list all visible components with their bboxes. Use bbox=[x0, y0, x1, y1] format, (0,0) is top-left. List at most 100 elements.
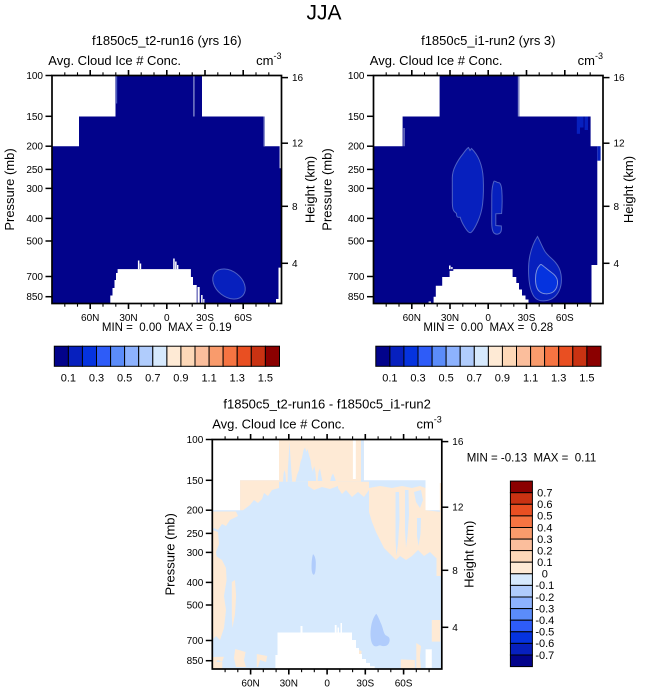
svg-text:8: 8 bbox=[452, 566, 458, 577]
svg-text:0.6: 0.6 bbox=[537, 499, 552, 511]
svg-text:f1850c5_t2-run16 - f1850c5_i1-: f1850c5_t2-run16 - f1850c5_i1-run2 bbox=[223, 396, 430, 411]
svg-text:500: 500 bbox=[348, 237, 365, 248]
svg-text:-0.7: -0.7 bbox=[535, 650, 554, 662]
svg-text:0.7: 0.7 bbox=[145, 373, 160, 385]
svg-text:16: 16 bbox=[292, 73, 304, 84]
svg-text:500: 500 bbox=[187, 601, 204, 612]
svg-text:300: 300 bbox=[187, 548, 204, 559]
svg-text:0.7: 0.7 bbox=[537, 488, 552, 500]
svg-text:1.3: 1.3 bbox=[551, 373, 566, 385]
svg-text:4: 4 bbox=[452, 623, 458, 634]
svg-text:16: 16 bbox=[614, 73, 626, 84]
svg-text:200: 200 bbox=[26, 142, 43, 153]
svg-text:MIN = -0.13 MAX = 0.11: MIN = -0.13 MAX = 0.11 bbox=[467, 453, 597, 465]
svg-text:0.7: 0.7 bbox=[467, 373, 482, 385]
svg-text:-0.1: -0.1 bbox=[535, 580, 554, 592]
svg-text:f1850c5_i1-run2 (yrs 3): f1850c5_i1-run2 (yrs 3) bbox=[421, 33, 555, 48]
svg-text:60N: 60N bbox=[241, 679, 259, 690]
svg-text:0.1: 0.1 bbox=[537, 557, 552, 569]
svg-text:JJA: JJA bbox=[306, 2, 341, 25]
svg-text:700: 700 bbox=[26, 272, 43, 283]
svg-text:0.3: 0.3 bbox=[89, 373, 104, 385]
svg-text:850: 850 bbox=[348, 292, 365, 303]
svg-text:60S: 60S bbox=[556, 313, 574, 324]
svg-text:150: 150 bbox=[348, 112, 365, 123]
svg-text:0.2: 0.2 bbox=[537, 545, 552, 557]
svg-text:-0.4: -0.4 bbox=[535, 615, 554, 627]
svg-text:850: 850 bbox=[187, 656, 204, 667]
svg-text:Avg. Cloud Ice # Conc.: Avg. Cloud Ice # Conc. bbox=[48, 53, 181, 68]
svg-text:8: 8 bbox=[292, 202, 298, 213]
svg-text:30S: 30S bbox=[356, 679, 374, 690]
svg-text:1.5: 1.5 bbox=[579, 373, 594, 385]
svg-text:4: 4 bbox=[292, 259, 298, 270]
svg-text:250: 250 bbox=[26, 165, 43, 176]
svg-text:16: 16 bbox=[452, 437, 464, 448]
svg-text:150: 150 bbox=[26, 112, 43, 123]
svg-text:1.3: 1.3 bbox=[230, 373, 245, 385]
svg-text:1.1: 1.1 bbox=[201, 373, 216, 385]
svg-text:0: 0 bbox=[324, 679, 330, 690]
svg-text:60N: 60N bbox=[81, 313, 99, 324]
svg-text:30N: 30N bbox=[119, 313, 137, 324]
svg-text:4: 4 bbox=[614, 259, 620, 270]
svg-text:30S: 30S bbox=[518, 313, 536, 324]
svg-text:0.5: 0.5 bbox=[537, 511, 552, 523]
svg-text:cm-3: cm-3 bbox=[416, 415, 441, 432]
svg-text:0.1: 0.1 bbox=[61, 373, 76, 385]
svg-text:0.9: 0.9 bbox=[173, 373, 188, 385]
svg-text:30N: 30N bbox=[441, 313, 459, 324]
svg-text:100: 100 bbox=[187, 435, 204, 446]
svg-text:0.9: 0.9 bbox=[495, 373, 510, 385]
svg-text:12: 12 bbox=[614, 139, 626, 150]
svg-text:300: 300 bbox=[26, 184, 43, 195]
svg-text:400: 400 bbox=[187, 578, 204, 589]
svg-text:cm-3: cm-3 bbox=[578, 51, 603, 68]
svg-text:30S: 30S bbox=[196, 313, 214, 324]
svg-text:850: 850 bbox=[26, 292, 43, 303]
svg-text:cm-3: cm-3 bbox=[256, 51, 281, 68]
svg-text:Pressure (mb): Pressure (mb) bbox=[162, 513, 177, 595]
svg-text:100: 100 bbox=[348, 71, 365, 82]
svg-text:700: 700 bbox=[187, 636, 204, 647]
svg-text:1.5: 1.5 bbox=[258, 373, 273, 385]
svg-text:-0.3: -0.3 bbox=[535, 603, 554, 615]
svg-text:Height (km): Height (km) bbox=[621, 156, 636, 223]
svg-text:Height (km): Height (km) bbox=[303, 156, 318, 223]
svg-text:250: 250 bbox=[348, 165, 365, 176]
svg-text:250: 250 bbox=[187, 529, 204, 540]
svg-text:0.1: 0.1 bbox=[382, 373, 397, 385]
svg-text:-0.2: -0.2 bbox=[535, 592, 554, 604]
svg-text:1.1: 1.1 bbox=[523, 373, 538, 385]
svg-text:Height (km): Height (km) bbox=[462, 521, 477, 588]
svg-text:MIN = 0.00 MAX = 0.28: MIN = 0.00 MAX = 0.28 bbox=[423, 322, 553, 334]
svg-text:400: 400 bbox=[348, 214, 365, 225]
svg-text:-0.5: -0.5 bbox=[535, 627, 554, 639]
svg-text:0.5: 0.5 bbox=[438, 373, 453, 385]
svg-text:0.3: 0.3 bbox=[537, 534, 552, 546]
svg-text:0.3: 0.3 bbox=[410, 373, 425, 385]
svg-text:400: 400 bbox=[26, 214, 43, 225]
svg-text:Pressure (mb): Pressure (mb) bbox=[2, 148, 17, 230]
svg-text:30N: 30N bbox=[280, 679, 298, 690]
svg-text:60N: 60N bbox=[403, 313, 421, 324]
svg-text:500: 500 bbox=[26, 237, 43, 248]
svg-text:200: 200 bbox=[187, 506, 204, 517]
svg-text:60S: 60S bbox=[395, 679, 413, 690]
svg-text:12: 12 bbox=[292, 139, 304, 150]
svg-text:150: 150 bbox=[187, 476, 204, 487]
svg-text:0.5: 0.5 bbox=[117, 373, 132, 385]
svg-text:12: 12 bbox=[452, 503, 464, 514]
svg-text:60S: 60S bbox=[234, 313, 252, 324]
svg-text:200: 200 bbox=[348, 142, 365, 153]
svg-text:700: 700 bbox=[348, 272, 365, 283]
svg-text:0: 0 bbox=[164, 313, 170, 324]
svg-text:-0.6: -0.6 bbox=[535, 638, 554, 650]
svg-text:f1850c5_t2-run16 (yrs 16): f1850c5_t2-run16 (yrs 16) bbox=[92, 33, 242, 48]
svg-text:0: 0 bbox=[542, 569, 548, 581]
svg-text:Avg. Cloud Ice # Conc.: Avg. Cloud Ice # Conc. bbox=[370, 53, 503, 68]
svg-text:0.4: 0.4 bbox=[537, 522, 552, 534]
svg-text:Pressure (mb): Pressure (mb) bbox=[320, 148, 335, 230]
svg-text:8: 8 bbox=[614, 202, 620, 213]
svg-text:Avg. Cloud Ice # Conc.: Avg. Cloud Ice # Conc. bbox=[212, 417, 345, 432]
